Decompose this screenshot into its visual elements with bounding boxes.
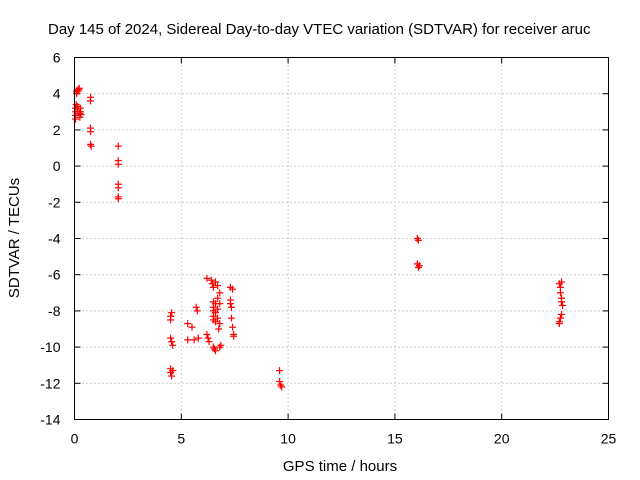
data-point	[87, 140, 95, 148]
y-tick-label: -12	[40, 375, 60, 391]
data-point	[278, 383, 286, 391]
y-tick-label: -4	[48, 231, 61, 247]
x-tick-label: 5	[177, 431, 185, 447]
data-point	[415, 262, 423, 270]
data-point	[167, 312, 175, 320]
data-point	[214, 305, 222, 313]
x-axis-title: GPS time / hours	[283, 458, 397, 475]
data-point	[169, 367, 177, 375]
data-point	[87, 97, 95, 105]
y-tick-label: 2	[53, 122, 61, 138]
data-point	[203, 330, 211, 338]
y-tick-label: -2	[48, 194, 61, 210]
data-point	[230, 332, 238, 340]
data-point	[194, 334, 202, 342]
data-point	[211, 309, 219, 317]
data-point	[75, 84, 83, 92]
data-point	[277, 381, 285, 389]
data-point	[114, 142, 122, 150]
data-point	[556, 289, 564, 297]
data-point	[168, 338, 176, 346]
data-point	[210, 345, 218, 353]
data-point	[216, 343, 224, 351]
data-point	[167, 334, 175, 342]
data-point	[207, 276, 215, 284]
data-point	[77, 111, 85, 119]
data-point	[192, 303, 200, 311]
y-tick-labels: -14 -12 -10 -8 -6 -4 -2 0 2 4 6	[40, 50, 60, 428]
data-point	[556, 314, 564, 322]
data-point	[227, 314, 235, 322]
data-point	[169, 341, 177, 349]
data-point	[114, 184, 122, 192]
chart-title: Day 145 of 2024, Sidereal Day-to-day VTE…	[48, 21, 591, 38]
data-point	[193, 307, 201, 315]
y-tick-label: 0	[53, 158, 61, 174]
data-point	[211, 318, 219, 326]
data-point	[558, 278, 566, 286]
data-point	[413, 235, 421, 242]
data-point	[215, 325, 223, 333]
data-point	[226, 300, 234, 308]
y-tick-label: 6	[53, 50, 61, 66]
x-tick-label: 15	[387, 431, 403, 447]
data-point	[555, 320, 563, 328]
grid	[74, 57, 609, 420]
x-tick-labels: 0 5 10 15 20 25	[71, 431, 617, 447]
y-tick-label: -6	[48, 267, 61, 283]
data-point	[72, 101, 80, 109]
data-point	[184, 320, 192, 328]
y-tick-label: -8	[48, 303, 61, 319]
data-point	[558, 298, 566, 306]
data-point	[211, 278, 219, 286]
data-point	[217, 341, 225, 349]
data-point	[414, 236, 422, 244]
y-tick-label: -10	[40, 339, 60, 355]
data-point	[208, 280, 216, 288]
data-point	[214, 314, 222, 322]
data-point	[188, 323, 196, 331]
y-tick-label: 4	[53, 86, 61, 102]
data-point	[216, 300, 224, 308]
x-tick-label: 0	[71, 431, 79, 447]
data-point	[204, 334, 212, 342]
data-point	[216, 320, 224, 328]
data-point	[168, 309, 176, 317]
data-point	[558, 311, 566, 319]
data-point	[559, 301, 567, 309]
x-tick-label: 10	[280, 431, 296, 447]
data-point	[168, 372, 176, 380]
data-point	[214, 282, 222, 290]
data-point	[184, 336, 192, 344]
data-point	[414, 263, 422, 271]
data-point	[87, 142, 95, 150]
data-point	[214, 294, 222, 302]
data-point	[190, 336, 198, 344]
data-point	[229, 323, 237, 331]
x-tick-label: 25	[601, 431, 617, 447]
data-point	[203, 274, 211, 282]
data-point	[114, 195, 122, 203]
data-point	[227, 303, 235, 311]
data-point	[211, 347, 219, 355]
data-point	[276, 367, 284, 375]
data-point	[216, 289, 224, 297]
plot-frame	[74, 57, 609, 420]
y-tick-label: -14	[40, 412, 60, 428]
data-point	[209, 283, 217, 291]
data-point	[229, 285, 237, 293]
data-point	[276, 377, 284, 385]
data-point	[87, 128, 95, 136]
data-points	[72, 84, 567, 391]
y-axis-title: SDTVAR / TECUs	[6, 178, 23, 298]
data-point	[114, 160, 122, 168]
x-tick-label: 20	[494, 431, 510, 447]
data-point	[205, 338, 213, 346]
